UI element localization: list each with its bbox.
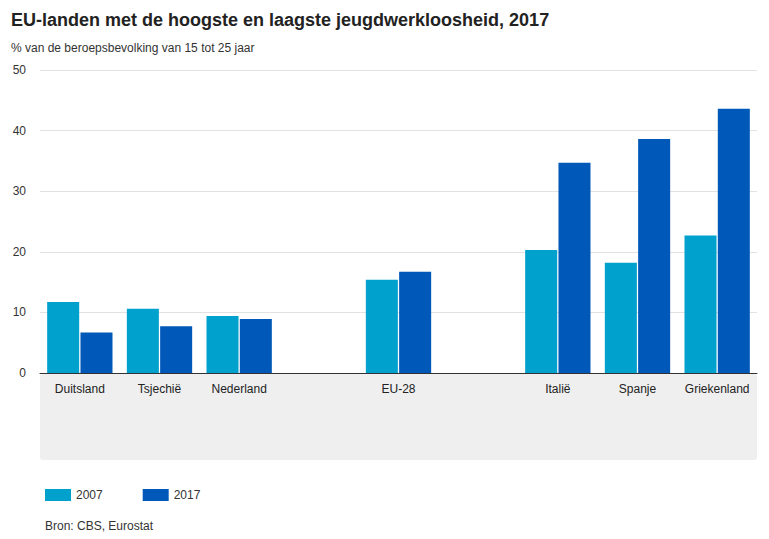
- svg-text:Italië: Italië: [545, 382, 571, 396]
- svg-text:40: 40: [13, 124, 27, 138]
- svg-text:50: 50: [13, 63, 27, 77]
- svg-text:Bron: CBS, Eurostat: Bron: CBS, Eurostat: [45, 519, 154, 533]
- svg-text:2017: 2017: [174, 488, 201, 502]
- svg-text:EU-landen met de hoogste en la: EU-landen met de hoogste en laagste jeug…: [11, 10, 549, 30]
- svg-text:Spanje: Spanje: [619, 382, 657, 396]
- svg-text:EU-28: EU-28: [381, 382, 415, 396]
- svg-text:Griekenland: Griekenland: [685, 382, 750, 396]
- svg-text:20: 20: [13, 245, 27, 259]
- svg-text:0: 0: [19, 366, 26, 380]
- svg-text:30: 30: [13, 184, 27, 198]
- svg-text:Duitsland: Duitsland: [55, 382, 105, 396]
- svg-text:10: 10: [13, 305, 27, 319]
- svg-text:% van de beroepsbevolking van: % van de beroepsbevolking van 15 tot 25 …: [11, 41, 255, 55]
- svg-text:Tsjechië: Tsjechië: [138, 382, 182, 396]
- svg-text:Nederland: Nederland: [211, 382, 266, 396]
- svg-text:2007: 2007: [76, 488, 103, 502]
